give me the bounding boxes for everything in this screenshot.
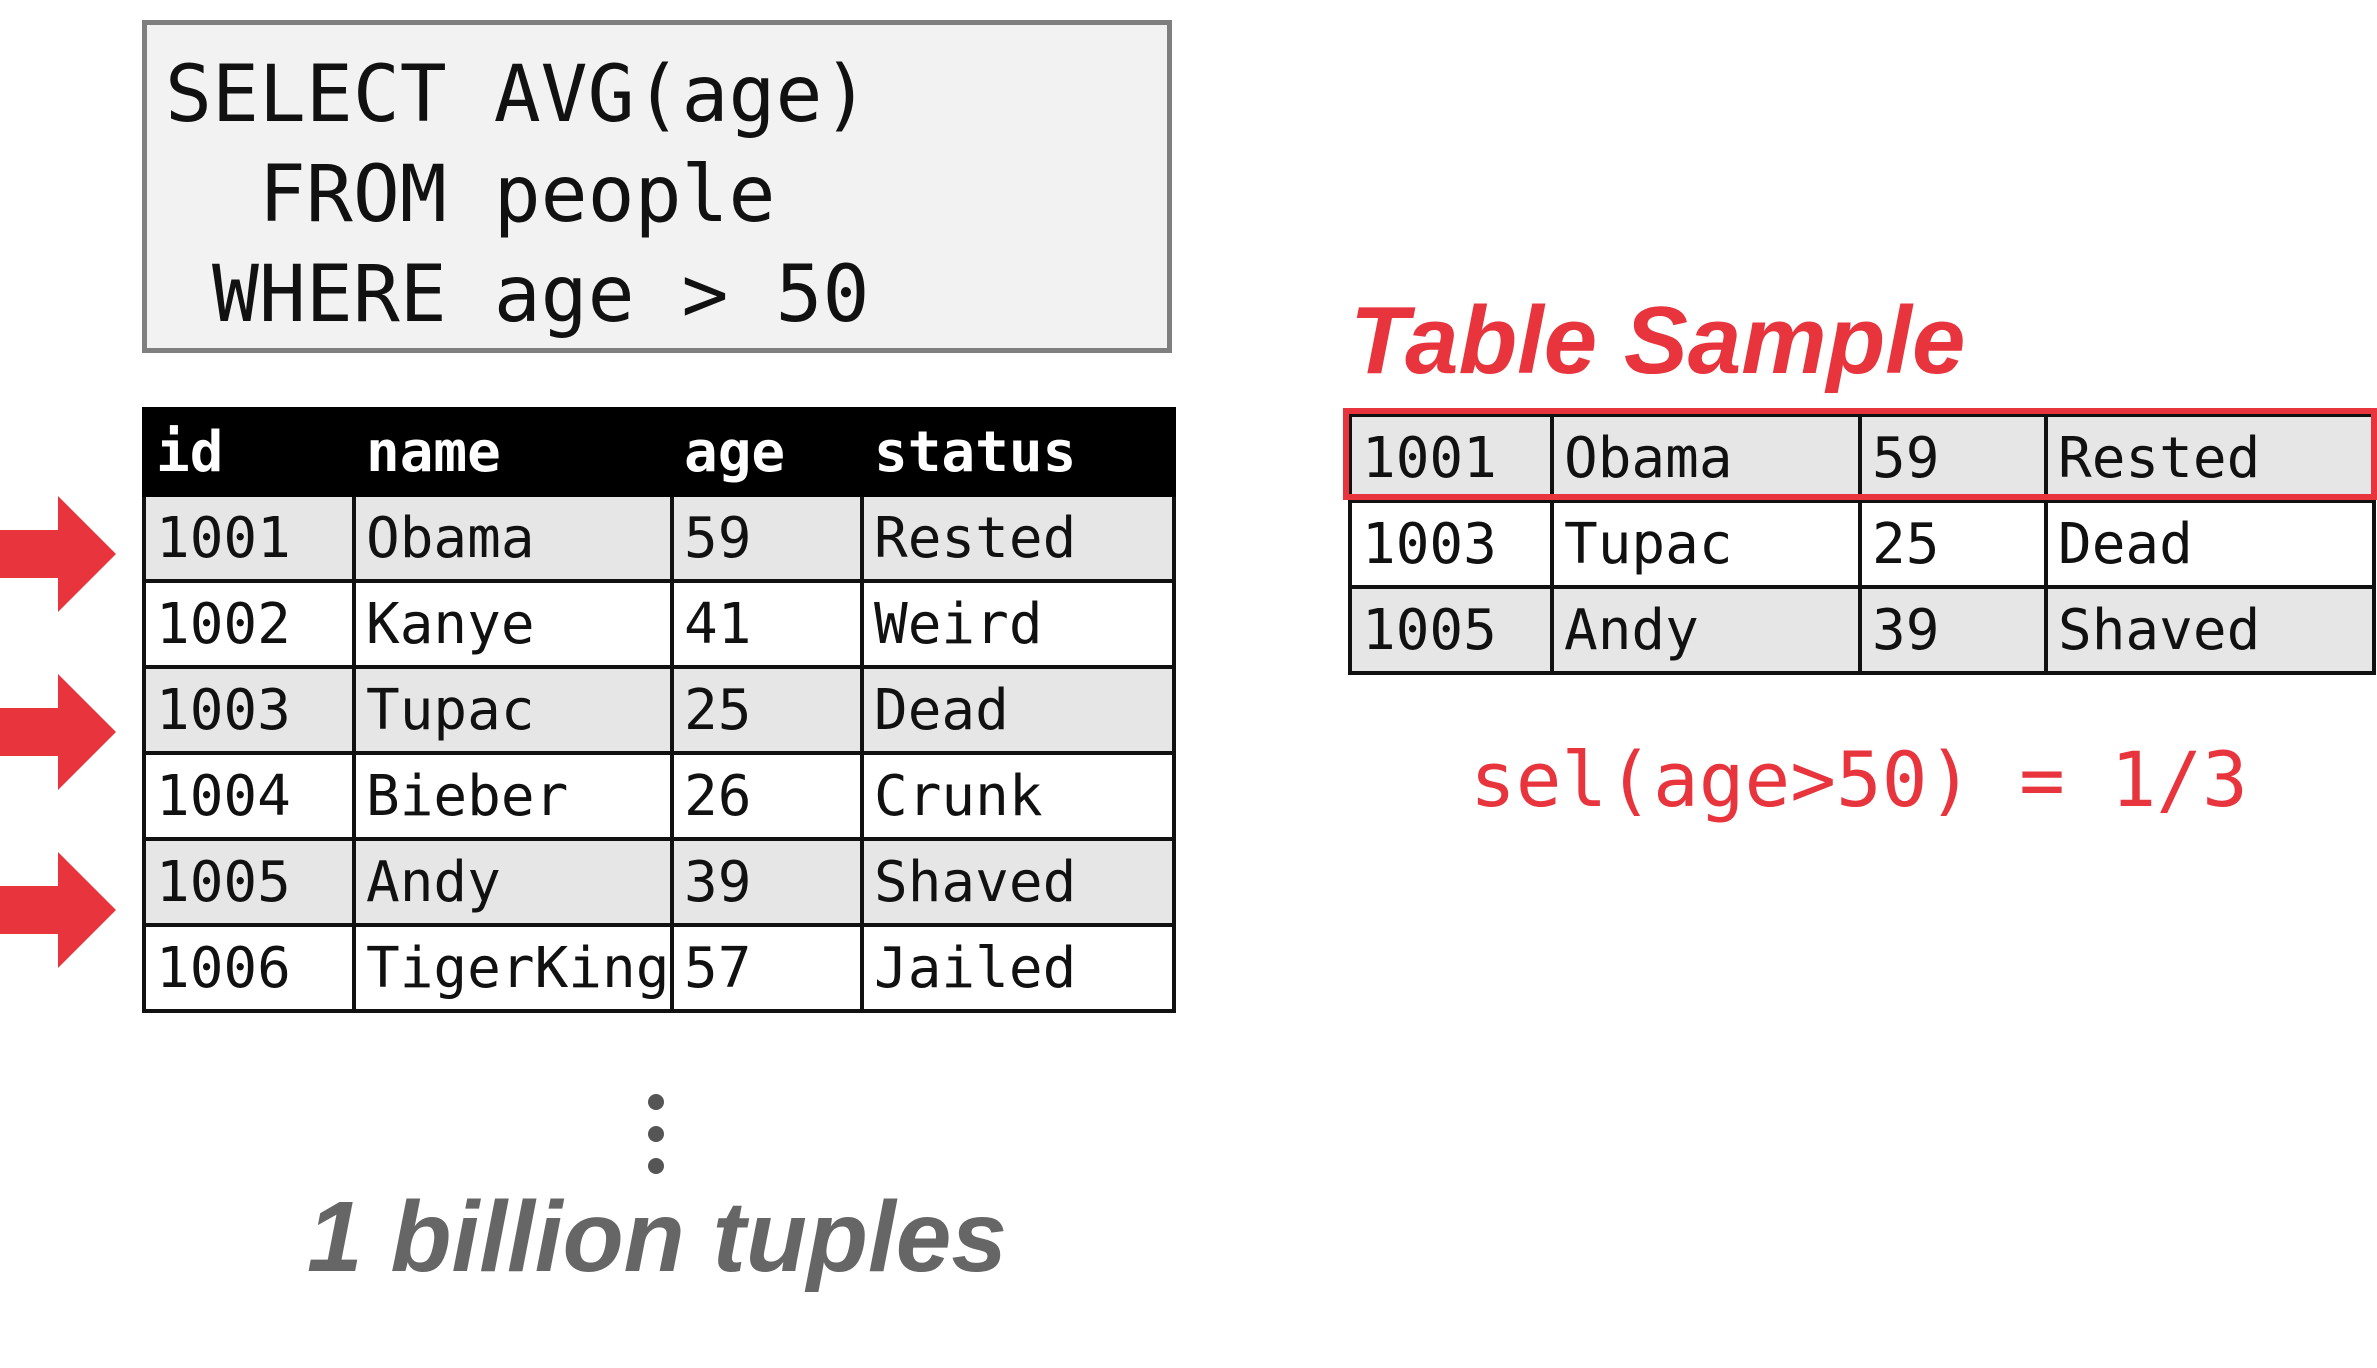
sample-row: 1003 Tupac 25 Dead	[1348, 499, 2376, 589]
cell-age: 39	[1858, 585, 2048, 675]
table-row: 1001 Obama 59 Rested	[142, 493, 1176, 583]
cell-id: 1005	[142, 837, 356, 927]
cell-name: Tupac	[1550, 499, 1862, 589]
cell-id: 1003	[142, 665, 356, 755]
cell-age: 39	[670, 837, 864, 927]
people-table-header: id name age status	[142, 407, 1176, 497]
cell-name: Obama	[352, 493, 674, 583]
sql-line-where: WHERE age > 50	[165, 250, 870, 340]
cell-status: Shaved	[2044, 585, 2376, 675]
vertical-ellipsis-icon	[648, 1094, 664, 1174]
right-arrow-icon	[0, 674, 116, 790]
sample-row: 1005 Andy 39 Shaved	[1348, 585, 2376, 675]
cell-age: 57	[670, 923, 864, 1013]
right-arrow-icon	[0, 852, 116, 968]
cell-name: Kanye	[352, 579, 674, 669]
table-row: 1004 Bieber 26 Crunk	[142, 751, 1176, 841]
column-header-age: age	[670, 407, 864, 497]
sample-row: 1001 Obama 59 Rested	[1348, 413, 2376, 503]
column-header-status: status	[860, 407, 1176, 497]
sql-line-select: SELECT AVG(age)	[165, 50, 870, 140]
cell-status: Rested	[2044, 413, 2376, 503]
cell-name: Andy	[352, 837, 674, 927]
cell-id: 1003	[1348, 499, 1554, 589]
cell-age: 25	[1858, 499, 2048, 589]
table-row: 1005 Andy 39 Shaved	[142, 837, 1176, 927]
cell-age: 26	[670, 751, 864, 841]
cell-id: 1004	[142, 751, 356, 841]
cell-status: Jailed	[860, 923, 1176, 1013]
cell-id: 1001	[142, 493, 356, 583]
sample-table: 1001 Obama 59 Rested 1003 Tupac 25 Dead …	[1348, 413, 2376, 675]
cell-id: 1001	[1348, 413, 1554, 503]
cell-id: 1002	[142, 579, 356, 669]
cell-id: 1005	[1348, 585, 1554, 675]
cell-status: Rested	[860, 493, 1176, 583]
cell-name: Tupac	[352, 665, 674, 755]
cell-status: Weird	[860, 579, 1176, 669]
selectivity-label: sel(age>50) = 1/3	[1470, 735, 2248, 824]
right-arrow-icon	[0, 496, 116, 612]
table-row: 1006 TigerKing 57 Jailed	[142, 923, 1176, 1013]
cell-id: 1006	[142, 923, 356, 1013]
cell-status: Dead	[2044, 499, 2376, 589]
cell-age: 25	[670, 665, 864, 755]
table-sample-title: Table Sample	[1350, 287, 1966, 394]
cell-name: Bieber	[352, 751, 674, 841]
cell-age: 41	[670, 579, 864, 669]
cell-age: 59	[670, 493, 864, 583]
cell-name: Andy	[1550, 585, 1862, 675]
cell-status: Crunk	[860, 751, 1176, 841]
table-row: 1002 Kanye 41 Weird	[142, 579, 1176, 669]
column-header-id: id	[142, 407, 356, 497]
sql-query-box: SELECT AVG(age) FROM people WHERE age > …	[142, 20, 1172, 353]
column-header-name: name	[352, 407, 674, 497]
table-row: 1003 Tupac 25 Dead	[142, 665, 1176, 755]
cell-status: Shaved	[860, 837, 1176, 927]
sql-line-from: FROM people	[165, 150, 776, 240]
people-table: id name age status 1001 Obama 59 Rested …	[142, 407, 1176, 1013]
cell-name: TigerKing	[352, 923, 674, 1013]
cell-name: Obama	[1550, 413, 1862, 503]
tuples-count-label: 1 billion tuples	[306, 1181, 1008, 1293]
cell-age: 59	[1858, 413, 2048, 503]
cell-status: Dead	[860, 665, 1176, 755]
